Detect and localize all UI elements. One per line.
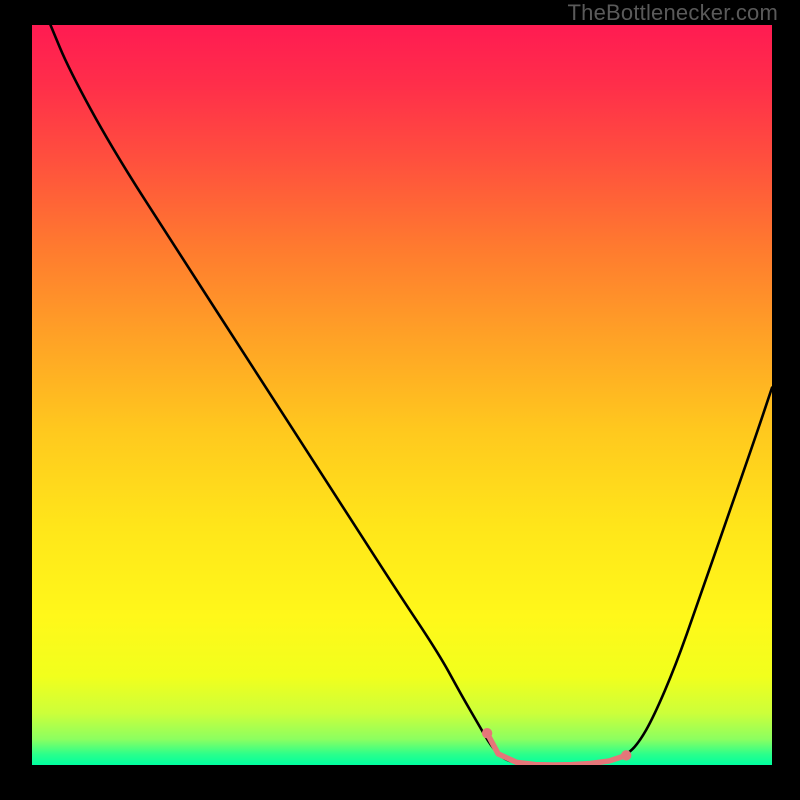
watermark-text: TheBottlenecker.com (568, 0, 778, 26)
optimal-range-line (487, 733, 626, 765)
chart-outer: TheBottlenecker.com (0, 0, 800, 800)
chart-svg (32, 25, 772, 765)
optimal-range-end-dot (621, 750, 631, 760)
optimal-range-end-dot (482, 728, 492, 738)
bottleneck-curve (51, 25, 773, 765)
plot-area (32, 25, 772, 765)
